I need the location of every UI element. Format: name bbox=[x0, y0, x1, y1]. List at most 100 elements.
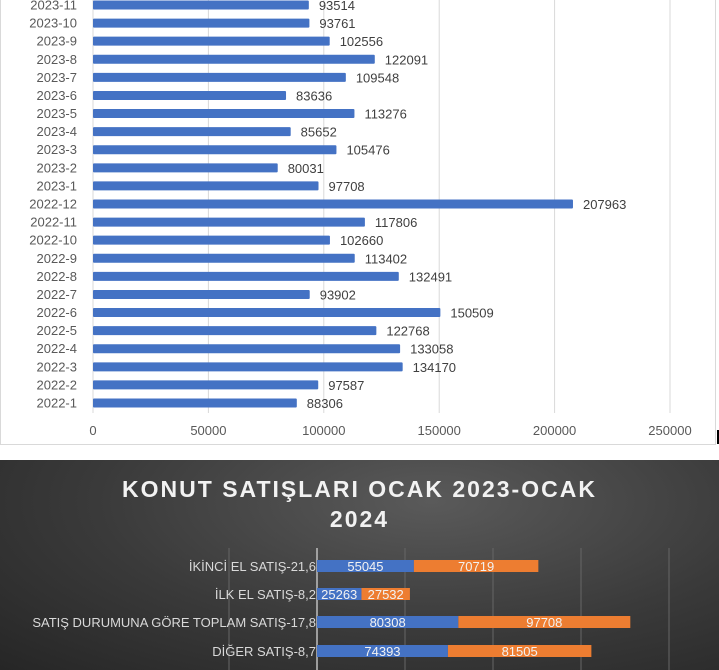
bar bbox=[93, 308, 441, 318]
y-tick-label: 2023-9 bbox=[37, 34, 77, 49]
x-tick-label: 200000 bbox=[533, 423, 576, 438]
y-tick-label: 2022-12 bbox=[29, 197, 77, 212]
x-tick-label: 150000 bbox=[418, 423, 461, 438]
bar-segment bbox=[317, 560, 414, 572]
chart-title-line1: KONUT SATIŞLARI OCAK 2023-OCAK bbox=[122, 476, 597, 502]
chart-title-line2: 2024 bbox=[329, 506, 390, 532]
y-tick-label: 2022-6 bbox=[37, 305, 77, 320]
y-tick-label: 2023-1 bbox=[37, 178, 77, 193]
data-label: 105476 bbox=[346, 143, 389, 158]
bar bbox=[93, 217, 365, 227]
bar-segment bbox=[317, 588, 362, 600]
data-label: 25263 bbox=[321, 587, 357, 602]
category-label: İKİNCİ EL SATIŞ-21,6 bbox=[189, 559, 316, 574]
data-label: 102660 bbox=[340, 233, 383, 248]
housing-sales-chart: KONUT SATIŞLARI OCAK 2023-OCAK 2024 DİĞE… bbox=[0, 460, 719, 670]
category-label: İLK EL SATIŞ-8,2 bbox=[215, 587, 316, 602]
bar bbox=[93, 199, 573, 209]
x-tick-label: 250000 bbox=[648, 423, 691, 438]
data-label: 93902 bbox=[320, 287, 356, 302]
y-tick-label: 2023-8 bbox=[37, 52, 77, 67]
bar bbox=[93, 271, 399, 281]
bar bbox=[93, 54, 375, 64]
data-label: 113276 bbox=[364, 107, 406, 122]
bar bbox=[93, 380, 319, 390]
bar bbox=[93, 72, 346, 82]
data-label: 150509 bbox=[450, 306, 493, 321]
bar bbox=[93, 398, 297, 408]
data-label: 133058 bbox=[410, 342, 453, 357]
y-tick-label: 2023-7 bbox=[37, 70, 77, 85]
bar-segment bbox=[413, 560, 539, 572]
y-tick-label: 2022-10 bbox=[29, 233, 77, 248]
text-cursor bbox=[717, 430, 719, 444]
bar-segment bbox=[361, 588, 410, 600]
bar bbox=[93, 163, 278, 173]
x-tick-label: 50000 bbox=[190, 423, 226, 438]
data-label: 122768 bbox=[386, 324, 429, 339]
data-label: 97708 bbox=[329, 179, 365, 194]
category-label: SATIŞ DURUMUNA GÖRE TOPLAM SATIŞ-17,8 bbox=[32, 615, 316, 630]
y-tick-label: 2023-11 bbox=[30, 0, 77, 13]
y-tick-label: 2022-8 bbox=[37, 269, 77, 284]
y-tick-label: 2022-2 bbox=[37, 377, 77, 392]
bar bbox=[93, 326, 377, 336]
y-tick-label: 2022-4 bbox=[37, 341, 77, 356]
y-tick-label: 2022-9 bbox=[37, 251, 77, 266]
data-label: 88306 bbox=[307, 396, 343, 411]
bar-segment bbox=[317, 616, 459, 628]
data-label: 80031 bbox=[288, 161, 324, 176]
bar-segment bbox=[317, 645, 448, 657]
data-label: 81505 bbox=[502, 644, 538, 659]
bar bbox=[93, 289, 310, 299]
y-tick-label: 2023-3 bbox=[37, 142, 77, 157]
y-tick-label: 2022-3 bbox=[37, 359, 77, 374]
data-label: 132491 bbox=[409, 269, 452, 284]
bar bbox=[93, 362, 403, 372]
bar-segment bbox=[458, 616, 631, 628]
bar bbox=[93, 36, 330, 46]
bar bbox=[93, 181, 319, 191]
data-label: 93514 bbox=[319, 0, 355, 13]
data-label: 122091 bbox=[385, 52, 428, 67]
y-tick-label: 2023-4 bbox=[37, 124, 77, 139]
monthly-sales-chart: 0 50000 100000 150000 200000 250000 2022-1 8830… bbox=[0, 0, 716, 445]
y-tick-label: 2022-11 bbox=[30, 215, 77, 230]
x-tick-label: 100000 bbox=[302, 423, 345, 438]
bar bbox=[93, 18, 310, 28]
y-tick-label: 2023-2 bbox=[37, 160, 77, 175]
bar bbox=[93, 253, 355, 263]
data-label: 207963 bbox=[583, 197, 626, 212]
y-tick-label: 2022-1 bbox=[37, 396, 77, 411]
data-label: 113402 bbox=[365, 251, 407, 266]
bar bbox=[93, 109, 355, 119]
y-tick-label: 2023-6 bbox=[37, 88, 77, 103]
data-label: 97708 bbox=[526, 615, 562, 630]
data-label: 109548 bbox=[356, 70, 399, 85]
data-label: 80308 bbox=[370, 615, 406, 630]
category-label: DİĞER SATIŞ-8,7 bbox=[212, 644, 316, 659]
data-label: 83636 bbox=[296, 88, 332, 103]
y-tick-label: 2022-5 bbox=[37, 323, 77, 338]
bar bbox=[93, 90, 287, 100]
bar bbox=[93, 145, 337, 155]
y-tick-label: 2023-10 bbox=[29, 16, 77, 31]
data-label: 97587 bbox=[328, 378, 364, 393]
data-label: 102556 bbox=[340, 34, 383, 49]
bar bbox=[93, 235, 330, 245]
data-label: 93761 bbox=[319, 16, 355, 31]
housing-sales-plot: DİĞER SATIŞ-8,7 74393 81505 SATIŞ DURUMUNA … bbox=[32, 548, 670, 670]
data-label: 74393 bbox=[364, 644, 400, 659]
y-tick-label: 2022-7 bbox=[37, 287, 77, 302]
data-label: 27532 bbox=[368, 587, 404, 602]
data-label: 117806 bbox=[375, 215, 417, 230]
monthly-sales-plot: 0 50000 100000 150000 200000 250000 2022-1 8830… bbox=[29, 0, 692, 438]
bar bbox=[93, 344, 401, 354]
data-label: 85652 bbox=[301, 125, 337, 140]
bar-segment bbox=[447, 645, 592, 657]
y-tick-label: 2023-5 bbox=[37, 106, 77, 121]
bar bbox=[93, 0, 309, 10]
data-label: 134170 bbox=[413, 360, 456, 375]
data-label: 55045 bbox=[347, 559, 383, 574]
x-tick-label: 0 bbox=[89, 423, 96, 438]
